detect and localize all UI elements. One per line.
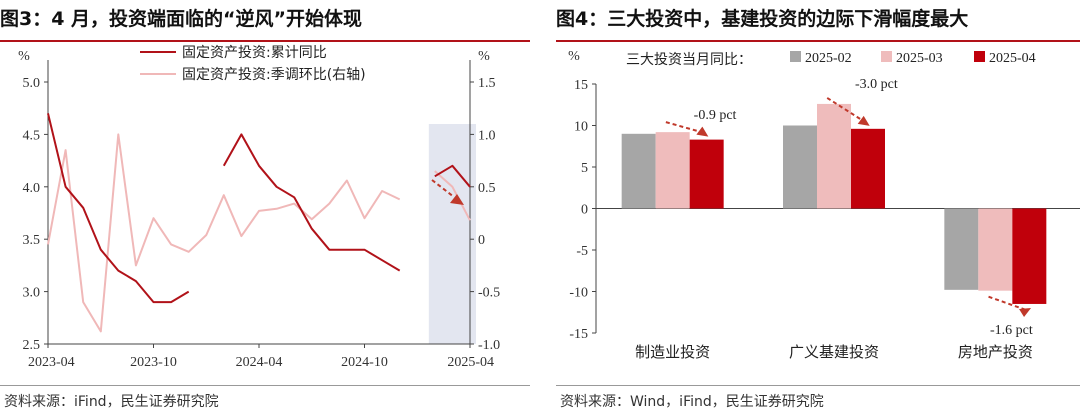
left-tick-label: 3.5 bbox=[23, 233, 41, 248]
title-divider bbox=[556, 40, 1080, 42]
y-tick-label: -5 bbox=[576, 244, 588, 259]
legend-swatch bbox=[881, 51, 892, 62]
source-divider bbox=[556, 385, 1080, 386]
legend-title: 三大投资当月同比： bbox=[626, 52, 752, 68]
left-tick-label: 4.5 bbox=[23, 128, 41, 143]
change-arrowhead bbox=[857, 115, 870, 126]
right-tick-label: 1.5 bbox=[478, 76, 496, 91]
left-tick-label: 4.0 bbox=[23, 181, 41, 196]
axis-unit: % bbox=[568, 49, 580, 64]
change-label: -0.9 pct bbox=[694, 108, 737, 123]
y-tick-label: 15 bbox=[574, 78, 588, 93]
y-tick-label: -10 bbox=[569, 286, 588, 301]
x-tick-label: 2024-04 bbox=[236, 355, 283, 370]
category-label: 房地产投资 bbox=[958, 343, 1033, 361]
y-tick-label: 0 bbox=[581, 203, 588, 218]
change-arrowhead bbox=[1019, 307, 1032, 317]
legend-label: 2025-02 bbox=[805, 51, 852, 66]
right-tick-label: -0.5 bbox=[478, 286, 500, 301]
bar bbox=[1012, 208, 1047, 304]
right-chart-panel: 图4：三大投资中，基建投资的边际下滑幅度最大 % -15 -10 -5 0 5 10 15 三大… bbox=[556, 0, 1080, 416]
bar bbox=[978, 208, 1013, 291]
left-axis-unit: % bbox=[18, 49, 30, 64]
right-bar-chart: % -15 -10 -5 0 5 10 15 三大投资当月同比： 2025-02 2025-03 20… bbox=[568, 49, 1080, 361]
right-axis-unit: % bbox=[478, 49, 490, 64]
right-tick-label: -1.0 bbox=[478, 338, 500, 353]
bar bbox=[851, 128, 885, 209]
left-line-chart: % % 2.5 3.0 3.5 4.0 4.5 5.0 -1.0 -0.5 0 0.5 1.0 1.5 20… bbox=[18, 45, 500, 370]
right-source-note: 资料来源：Wind，iFind，民生证券研究院 bbox=[560, 394, 824, 410]
left-source-note: 资料来源：iFind，民生证券研究院 bbox=[4, 394, 219, 410]
left-tick-label: 5.0 bbox=[23, 76, 41, 91]
bar bbox=[689, 139, 724, 209]
source-divider bbox=[0, 385, 530, 386]
series-line-yoy bbox=[47, 113, 471, 304]
legend-swatch bbox=[790, 51, 801, 62]
x-tick-label: 2024-10 bbox=[341, 355, 388, 370]
change-arrow bbox=[826, 97, 866, 123]
x-tick-label: 2023-10 bbox=[130, 355, 177, 370]
left-tick-label: 3.0 bbox=[23, 286, 41, 301]
bar bbox=[817, 103, 851, 209]
bar bbox=[655, 132, 690, 209]
right-chart-title: 图4：三大投资中，基建投资的边际下滑幅度最大 bbox=[556, 8, 969, 30]
series-line-mom bbox=[47, 133, 471, 333]
trend-arrowhead bbox=[450, 194, 464, 205]
legend-label: 固定资产投资:季调环比(右轴) bbox=[182, 67, 366, 83]
change-arrow bbox=[665, 121, 704, 134]
bar bbox=[944, 208, 979, 290]
x-tick-label: 2025-04 bbox=[447, 355, 494, 370]
change-arrowhead bbox=[696, 126, 709, 137]
highlight-band bbox=[428, 124, 476, 344]
right-tick-label: 0.5 bbox=[478, 181, 496, 196]
category-label: 广义基建投资 bbox=[789, 343, 879, 361]
y-tick-label: 10 bbox=[574, 120, 588, 135]
legend-label: 2025-03 bbox=[896, 51, 943, 66]
left-chart-title: 图3：4 月，投资端面临的“逆风”开始体现 bbox=[0, 8, 363, 30]
trend-arrow bbox=[431, 179, 455, 198]
title-divider bbox=[0, 40, 530, 42]
bar bbox=[783, 125, 817, 209]
legend-swatch bbox=[974, 51, 985, 62]
x-tick-label: 2023-04 bbox=[28, 355, 75, 370]
bar bbox=[621, 133, 656, 209]
legend-label: 固定资产投资:累计同比 bbox=[182, 45, 327, 61]
change-label: -1.6 pct bbox=[990, 323, 1033, 338]
y-tick-label: 5 bbox=[581, 161, 588, 176]
left-chart-panel: 图3：4 月，投资端面临的“逆风”开始体现 %% 2.5 3.0 3.5 4.0 4.5 5… bbox=[0, 0, 530, 416]
category-label: 制造业投资 bbox=[635, 343, 710, 361]
right-tick-label: 1.0 bbox=[478, 128, 496, 143]
change-label: -3.0 pct bbox=[855, 77, 898, 92]
right-tick-label: 0 bbox=[478, 233, 485, 248]
y-tick-label: -15 bbox=[569, 327, 588, 342]
legend-label: 2025-04 bbox=[989, 51, 1036, 66]
left-tick-label: 2.5 bbox=[23, 338, 41, 353]
